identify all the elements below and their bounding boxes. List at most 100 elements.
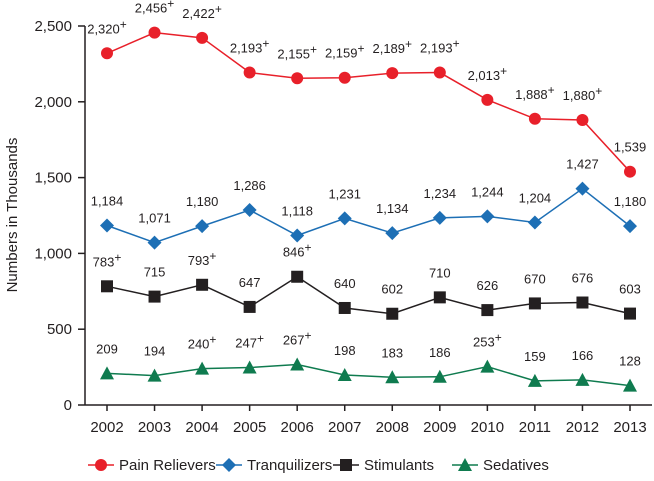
data-label-stimulants: 626 [477, 278, 499, 293]
legend-marker [95, 459, 107, 471]
data-label-stimulants: 715 [144, 265, 166, 280]
x-tick-label: 2009 [423, 419, 456, 436]
data-point-stimulants [528, 297, 541, 310]
x-tick-label: 2008 [376, 419, 409, 436]
data-label-pain-relievers: 1,880+ [563, 84, 603, 103]
data-point-sedatives [100, 366, 114, 380]
data-point-sedatives [432, 369, 447, 383]
data-point-pain-relievers [243, 66, 256, 79]
y-tick-label: 1,000 [34, 245, 72, 262]
data-point-pain-relievers [433, 66, 446, 79]
data-label-stimulants: 603 [619, 282, 641, 297]
data-point-pain-relievers [481, 93, 494, 106]
data-label-pain-relievers: 2,155+ [277, 42, 317, 61]
data-label-sedatives: 240+ [188, 333, 217, 352]
data-label-pain-relievers: 2,159+ [325, 42, 365, 61]
data-point-stimulants [243, 300, 256, 313]
data-point-sedatives [527, 373, 542, 387]
series-pain-relievers: 2,320+ 2,456+ 2,422+ 2,193+ 2,155+ 2,159+ 2,18… [87, 0, 646, 178]
data-point-sedatives [195, 361, 210, 375]
data-label-stimulants: 783+ [93, 250, 122, 269]
legend-item-tranquilizers: Tranquilizers [216, 457, 332, 474]
series-line-tranquilizers [106, 187, 631, 244]
data-label-tranquilizers: 1,134 [376, 201, 409, 216]
data-point-tranquilizers [100, 218, 114, 233]
data-label-stimulants: 676 [572, 271, 594, 286]
legend-item-pain-relievers: Pain Relievers [88, 457, 216, 474]
y-tick-label: 1,500 [34, 170, 72, 187]
data-point-sedatives [147, 368, 162, 382]
data-label-sedatives: 194 [144, 344, 166, 359]
data-label-tranquilizers: 1,184 [91, 194, 124, 209]
x-tick-label: 2004 [185, 419, 218, 436]
data-point-stimulants [576, 296, 589, 309]
data-label-pain-relievers: 2,456+ [135, 0, 175, 16]
x-tick-label: 2013 [613, 419, 646, 436]
legend-item-sedatives: Sedatives [452, 457, 549, 474]
data-point-stimulants [101, 280, 113, 293]
data-label-stimulants: 647 [239, 275, 261, 290]
data-label-sedatives: 128 [619, 354, 641, 369]
y-axis-label: Numbers in Thousands [4, 138, 21, 293]
x-tick-label: 2003 [138, 419, 171, 436]
data-label-pain-relievers: 1,888+ [515, 83, 555, 102]
series-stimulants: 783+ 715 793+ 647 846+ 640 602 710 626 670 676 603 [93, 241, 641, 320]
data-point-pain-relievers [148, 26, 161, 39]
series-tranquilizers: 1,184 1,071 1,180 1,286 1,118 1,231 1,134 1,234… [91, 157, 646, 250]
y-tick-label: 0 [64, 397, 72, 414]
series-sedatives: 209 194 240+ 247+ 267+ 198 183 186 253+ 159 166 128 [96, 329, 641, 392]
data-label-tranquilizers: 1,234 [424, 186, 457, 201]
data-label-stimulants: 710 [429, 265, 451, 280]
data-point-tranquilizers [385, 226, 400, 241]
x-tick-label: 2005 [233, 419, 266, 436]
data-label-pain-relievers: 2,422+ [182, 2, 222, 21]
data-label-tranquilizers: 1,244 [471, 184, 504, 199]
legend-marker [340, 459, 352, 471]
data-point-sedatives [385, 370, 400, 384]
series-line-sedatives [106, 363, 631, 387]
data-point-sedatives [575, 372, 590, 386]
data-point-stimulants [433, 291, 446, 304]
data-point-tranquilizers [147, 235, 162, 250]
legend-marker [458, 458, 472, 471]
legend-label: Pain Relievers [119, 457, 216, 474]
x-tick-label: 2012 [566, 419, 599, 436]
data-point-sedatives [337, 367, 352, 381]
data-point-stimulants [291, 270, 304, 283]
data-label-sedatives: 183 [381, 345, 403, 360]
data-label-sedatives: 247+ [235, 332, 264, 351]
x-tick-label: 2002 [90, 419, 123, 436]
data-label-sedatives: 166 [572, 348, 594, 363]
legend-marker [222, 458, 236, 472]
data-label-sedatives: 253+ [473, 331, 502, 350]
data-label-tranquilizers: 1,427 [566, 157, 599, 172]
data-point-stimulants [148, 290, 161, 303]
data-point-pain-relievers [386, 67, 399, 80]
y-tick-label: 2,500 [34, 18, 72, 35]
data-label-sedatives: 267+ [283, 329, 312, 348]
data-point-sedatives [480, 359, 495, 373]
data-label-sedatives: 186 [429, 345, 451, 360]
series-line-pain-relievers [106, 31, 631, 173]
data-label-stimulants: 602 [381, 282, 403, 297]
data-point-stimulants [386, 307, 399, 320]
data-point-stimulants [624, 307, 636, 320]
data-point-sedatives [290, 357, 305, 371]
data-label-tranquilizers: 1,231 [328, 186, 361, 201]
y-tick-label: 500 [47, 321, 72, 338]
data-point-tranquilizers [623, 219, 637, 234]
series-line-stimulants [106, 275, 631, 315]
data-point-tranquilizers [527, 215, 542, 230]
data-point-pain-relievers [291, 72, 304, 85]
data-point-pain-relievers [576, 113, 589, 126]
data-label-tranquilizers: 1,286 [233, 178, 266, 193]
data-label-stimulants: 846+ [283, 241, 312, 260]
data-label-sedatives: 159 [524, 349, 546, 364]
data-point-pain-relievers [528, 112, 541, 125]
data-point-stimulants [196, 278, 209, 291]
data-point-pain-relievers [338, 71, 351, 84]
legend-label: Stimulants [364, 457, 434, 474]
data-label-pain-relievers: 2,193+ [420, 37, 460, 56]
data-label-sedatives: 209 [96, 341, 118, 356]
